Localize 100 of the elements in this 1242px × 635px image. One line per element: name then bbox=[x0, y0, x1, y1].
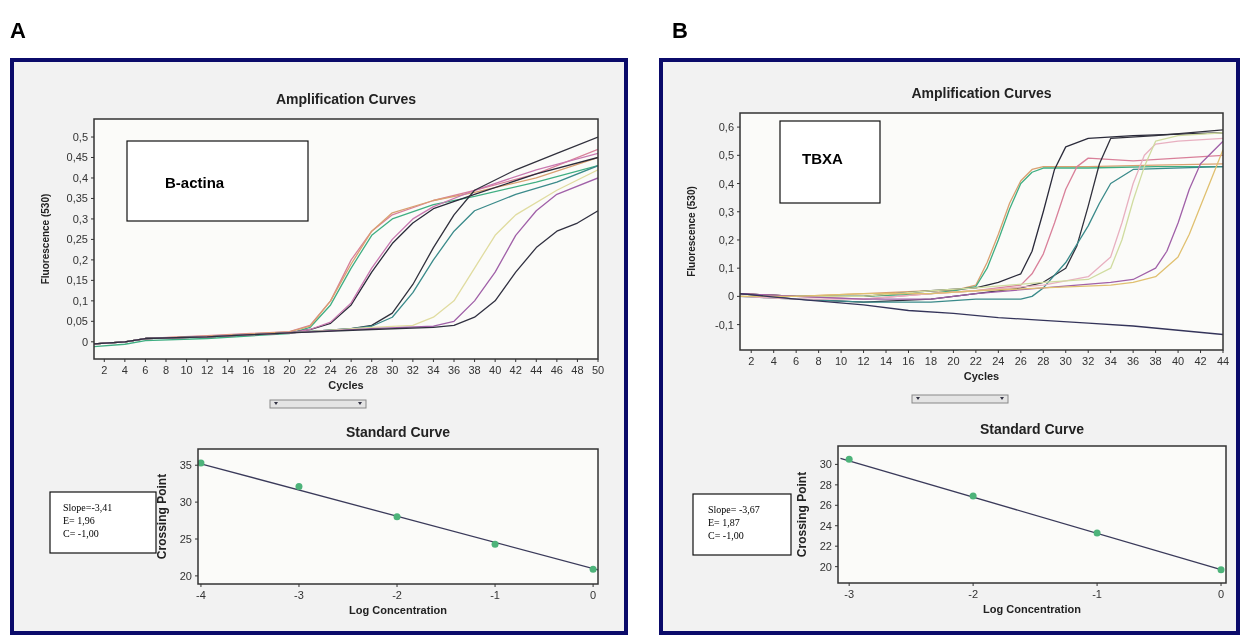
y-tick-label: 24 bbox=[819, 519, 832, 532]
y-tick-label: 0,4 bbox=[718, 177, 734, 190]
text: E= 1,87 bbox=[708, 517, 740, 528]
x-tick-label: 38 bbox=[468, 364, 481, 376]
y-tick-label: 26 bbox=[819, 499, 832, 512]
x-axis-title: Cycles bbox=[963, 370, 1000, 382]
x-axis-title: Cycles bbox=[328, 379, 364, 391]
x-tick-label: 28 bbox=[365, 364, 378, 376]
y-tick-label: 0,3 bbox=[72, 212, 88, 225]
x-tick-label: 18 bbox=[924, 355, 938, 367]
x-tick-label: 34 bbox=[1104, 355, 1117, 367]
text: A bbox=[10, 18, 26, 43]
y-tick-label: 0,45 bbox=[66, 151, 88, 164]
x-tick-label: 28 bbox=[1037, 355, 1050, 367]
y-tick-label: 0,5 bbox=[718, 149, 734, 162]
x-tick-label: 2 bbox=[101, 364, 108, 376]
y-tick-label: 0,2 bbox=[72, 253, 88, 266]
x-tick-label: 50 bbox=[591, 364, 605, 376]
x-tick-label: -2 bbox=[392, 589, 402, 601]
x-tick-label: -3 bbox=[844, 588, 855, 600]
x-tick-label: 30 bbox=[386, 364, 399, 376]
x-tick-label: 8 bbox=[815, 355, 822, 367]
y-tick-label: 20 bbox=[819, 560, 832, 573]
x-tick-label: -1 bbox=[490, 589, 500, 601]
x-tick-label: 34 bbox=[427, 364, 440, 376]
x-tick-label: -1 bbox=[1092, 588, 1102, 600]
x-tick-label: 12 bbox=[857, 355, 870, 367]
y-tick-label: 25 bbox=[179, 533, 192, 545]
y-tick-label: 0,35 bbox=[66, 192, 88, 205]
text: Slope= -3,67 bbox=[708, 504, 760, 515]
y-tick-label: 0,1 bbox=[72, 294, 88, 307]
y-tick-label: 0 bbox=[727, 290, 734, 303]
y-axis-title: Fluorescence (530) bbox=[686, 186, 697, 277]
x-tick-label: 36 bbox=[1127, 355, 1140, 367]
x-tick-label: 48 bbox=[571, 364, 584, 376]
chart-title: Amplification Curves bbox=[911, 85, 1052, 101]
x-tick-label: 12 bbox=[201, 364, 214, 376]
y-tick-label: -0,1 bbox=[715, 318, 734, 331]
x-tick-label: 32 bbox=[406, 364, 419, 376]
y-tick-label: 30 bbox=[819, 458, 832, 471]
text: E= 1,96 bbox=[63, 515, 95, 526]
y-tick-label: 35 bbox=[179, 459, 192, 472]
x-tick-label: 26 bbox=[345, 364, 358, 376]
x-tick-label: 22 bbox=[303, 364, 317, 376]
x-tick-label: 42 bbox=[1194, 355, 1207, 367]
y-tick-label: 0,4 bbox=[72, 171, 88, 184]
text: C= -1,00 bbox=[63, 528, 99, 539]
x-tick-label: 2 bbox=[748, 355, 755, 367]
x-tick-label: 14 bbox=[221, 364, 234, 376]
x-tick-label: 40 bbox=[489, 364, 502, 376]
y-tick-label: 0,3 bbox=[718, 205, 734, 218]
x-tick-label: 20 bbox=[947, 355, 960, 367]
chart-title: Standard Curve bbox=[979, 421, 1085, 437]
y-tick-label: 0,2 bbox=[718, 233, 734, 246]
x-tick-label: 44 bbox=[1216, 355, 1230, 367]
annotation: B-actina bbox=[165, 174, 225, 191]
x-axis-title: Log Concentration bbox=[349, 604, 448, 616]
x-tick-label: -4 bbox=[196, 589, 206, 601]
y-axis-title: Crossing Point bbox=[795, 471, 809, 558]
y-tick-label: 0 bbox=[81, 335, 88, 348]
x-tick-label: 30 bbox=[1059, 355, 1072, 367]
x-tick-label: 16 bbox=[242, 364, 255, 376]
x-tick-label: 40 bbox=[1171, 355, 1185, 367]
y-axis-title: Fluorescence (530) bbox=[40, 193, 51, 285]
y-tick-label: 0,1 bbox=[718, 262, 734, 275]
x-axis-title: Log Concentration bbox=[983, 603, 1082, 615]
x-tick-label: 4 bbox=[121, 364, 128, 376]
x-tick-label: 24 bbox=[992, 355, 1005, 367]
x-tick-label: 16 bbox=[902, 355, 915, 367]
x-tick-label: 8 bbox=[162, 364, 170, 376]
x-tick-label: 0 bbox=[590, 589, 597, 601]
y-tick-label: 0,05 bbox=[66, 315, 88, 328]
x-tick-label: 6 bbox=[142, 364, 149, 376]
x-tick-label: 18 bbox=[262, 364, 275, 376]
x-tick-label: 14 bbox=[879, 355, 893, 367]
x-tick-label: 10 bbox=[180, 364, 193, 376]
y-tick-label: 20 bbox=[179, 569, 192, 582]
x-tick-label: 22 bbox=[969, 355, 983, 367]
x-tick-label: -2 bbox=[968, 588, 979, 600]
x-tick-label: -3 bbox=[294, 589, 304, 601]
text: B bbox=[672, 18, 688, 43]
x-tick-label: 32 bbox=[1082, 355, 1095, 367]
x-tick-label: 20 bbox=[283, 364, 296, 376]
x-tick-label: 42 bbox=[509, 364, 522, 376]
y-tick-label: 0,6 bbox=[718, 121, 734, 134]
x-tick-label: 38 bbox=[1149, 355, 1162, 367]
annotation: TBXA bbox=[802, 150, 843, 167]
x-tick-label: 36 bbox=[447, 364, 461, 376]
y-tick-label: 30 bbox=[179, 496, 192, 509]
x-tick-label: 10 bbox=[834, 355, 848, 367]
x-tick-label: 6 bbox=[793, 355, 800, 367]
chart-title: Amplification Curves bbox=[275, 91, 417, 107]
y-axis-title: Crossing Point bbox=[155, 473, 169, 560]
x-tick-label: 24 bbox=[324, 364, 337, 376]
x-tick-label: 46 bbox=[550, 364, 563, 376]
chart-title: Standard Curve bbox=[345, 424, 451, 440]
y-tick-label: 0,25 bbox=[66, 233, 88, 246]
x-tick-label: 44 bbox=[530, 364, 543, 376]
y-tick-label: 0,15 bbox=[66, 274, 88, 287]
text: Slope=-3,41 bbox=[63, 502, 113, 513]
